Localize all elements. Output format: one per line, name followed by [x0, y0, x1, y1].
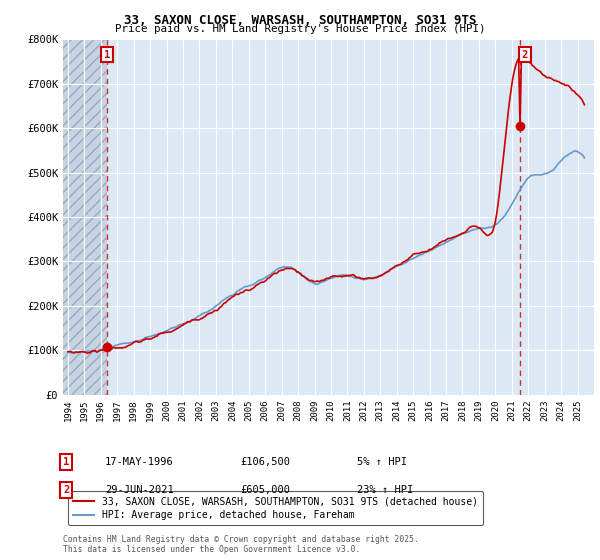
Text: £605,000: £605,000	[240, 485, 290, 495]
Legend: 33, SAXON CLOSE, WARSASH, SOUTHAMPTON, SO31 9TS (detached house), HPI: Average p: 33, SAXON CLOSE, WARSASH, SOUTHAMPTON, S…	[68, 492, 483, 525]
Bar	[63, 39, 107, 395]
Text: Price paid vs. HM Land Registry's House Price Index (HPI): Price paid vs. HM Land Registry's House …	[115, 24, 485, 34]
Text: 1: 1	[104, 50, 110, 60]
Text: 2: 2	[63, 485, 69, 495]
Text: 23% ↑ HPI: 23% ↑ HPI	[357, 485, 413, 495]
Text: 33, SAXON CLOSE, WARSASH, SOUTHAMPTON, SO31 9TS: 33, SAXON CLOSE, WARSASH, SOUTHAMPTON, S…	[124, 14, 476, 27]
Text: 2: 2	[521, 50, 528, 60]
Text: 5% ↑ HPI: 5% ↑ HPI	[357, 457, 407, 467]
Text: 29-JUN-2021: 29-JUN-2021	[105, 485, 174, 495]
Text: 17-MAY-1996: 17-MAY-1996	[105, 457, 174, 467]
Text: Contains HM Land Registry data © Crown copyright and database right 2025.
This d: Contains HM Land Registry data © Crown c…	[63, 535, 419, 554]
Text: £106,500: £106,500	[240, 457, 290, 467]
Text: 1: 1	[63, 457, 69, 467]
